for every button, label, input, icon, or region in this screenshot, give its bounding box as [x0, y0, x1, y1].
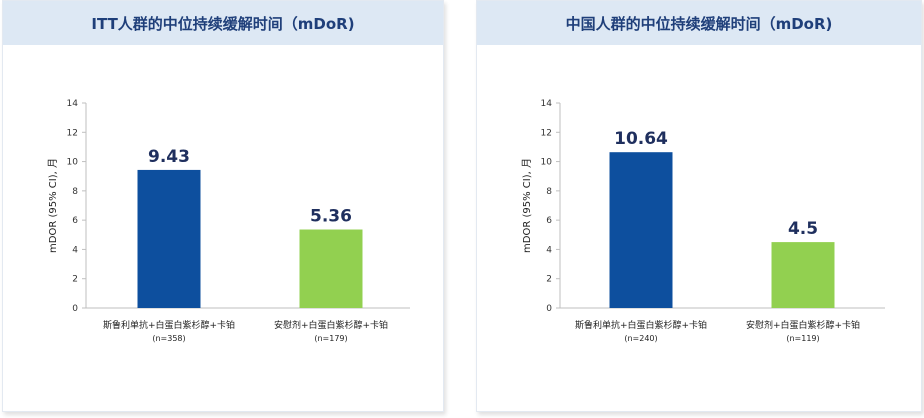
chart-header: ITT人群的中位持续缓解时间（mDoR)	[3, 1, 443, 45]
bar	[299, 229, 363, 308]
y-tick-label: 2	[72, 275, 78, 285]
y-tick-label: 6	[72, 216, 78, 226]
bar-chart-itt: mDOR (95% CI), 月 0 2 4 6 8 10 12 14 9.43 斯鲁利单抗+白蛋白…	[47, 99, 410, 343]
y-tick-label: 10	[67, 158, 79, 168]
bar	[609, 152, 673, 308]
y-tick-label: 8	[72, 187, 78, 197]
chart-header: 中国人群的中位持续缓解时间（mDoR)	[477, 1, 921, 45]
y-tick-label: 4	[72, 245, 78, 255]
y-tick-label: 8	[546, 187, 552, 197]
y-tick-label: 0	[72, 304, 78, 314]
x-category-n-label: (n=179)	[314, 334, 347, 343]
x-category-n-label: (n=240)	[624, 334, 657, 343]
bar-chart-china: mDOR (95% CI), 月 0 2 4 6 8 10 12 14 10.64 斯鲁利单抗+白蛋…	[521, 99, 885, 343]
chart-panel-itt: ITT人群的中位持续缓解时间（mDoR) mDOR (95% CI), 月 0 2 4…	[2, 0, 444, 412]
bar-value-label: 5.36	[310, 207, 352, 227]
x-category-label: 斯鲁利单抗+白蛋白紫杉醇+卡铂	[103, 319, 235, 331]
y-axis-label: mDOR (95% CI), 月	[521, 158, 533, 253]
bar-value-label: 4.5	[788, 219, 818, 239]
y-tick-label: 0	[546, 304, 552, 314]
chart-title: 中国人群的中位持续缓解时间（mDoR)	[565, 14, 833, 33]
x-category-label: 安慰剂+白蛋白紫杉醇+卡铂	[274, 319, 388, 331]
x-category-n-label: (n=119)	[786, 334, 819, 343]
y-tick-label: 4	[546, 245, 552, 255]
x-category-label: 安慰剂+白蛋白紫杉醇+卡铂	[746, 319, 860, 331]
bar	[771, 242, 835, 308]
chart-title: ITT人群的中位持续缓解时间（mDoR)	[91, 14, 355, 33]
bar	[137, 169, 201, 308]
bar-value-label: 9.43	[148, 147, 190, 167]
y-tick-label: 12	[67, 128, 78, 138]
y-tick-label: 14	[541, 99, 553, 109]
bar-value-label: 10.64	[614, 129, 668, 149]
y-axis-label: mDOR (95% CI), 月	[47, 158, 59, 253]
y-tick-label: 12	[541, 128, 552, 138]
y-tick-label: 14	[67, 99, 79, 109]
y-tick-label: 2	[546, 275, 552, 285]
x-category-label: 斯鲁利单抗+白蛋白紫杉醇+卡铂	[575, 319, 707, 331]
chart-panel-china: 中国人群的中位持续缓解时间（mDoR) mDOR (95% CI), 月 0 2 4 6…	[476, 0, 922, 412]
y-tick-label: 10	[541, 158, 553, 168]
x-category-n-label: (n=358)	[152, 334, 185, 343]
y-tick-label: 6	[546, 216, 552, 226]
